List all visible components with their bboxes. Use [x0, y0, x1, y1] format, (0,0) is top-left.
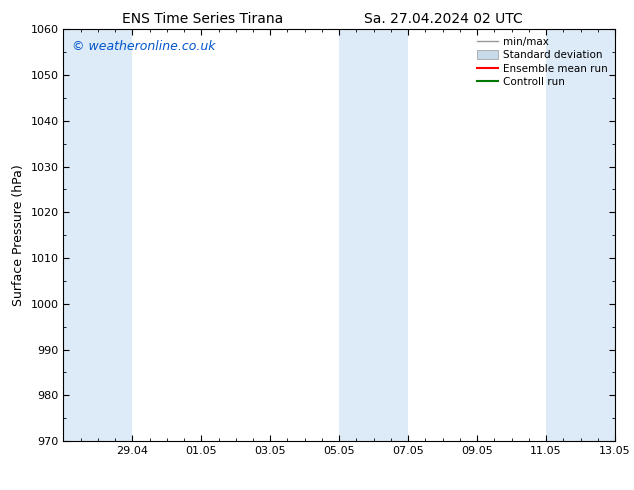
Text: Sa. 27.04.2024 02 UTC: Sa. 27.04.2024 02 UTC — [365, 12, 523, 26]
Text: © weatheronline.co.uk: © weatheronline.co.uk — [72, 40, 215, 53]
Bar — [546, 29, 615, 441]
Bar — [63, 29, 133, 441]
Y-axis label: Surface Pressure (hPa): Surface Pressure (hPa) — [12, 164, 25, 306]
Legend: min/max, Standard deviation, Ensemble mean run, Controll run: min/max, Standard deviation, Ensemble me… — [473, 32, 612, 91]
Text: ENS Time Series Tirana: ENS Time Series Tirana — [122, 12, 283, 26]
Bar — [339, 29, 408, 441]
